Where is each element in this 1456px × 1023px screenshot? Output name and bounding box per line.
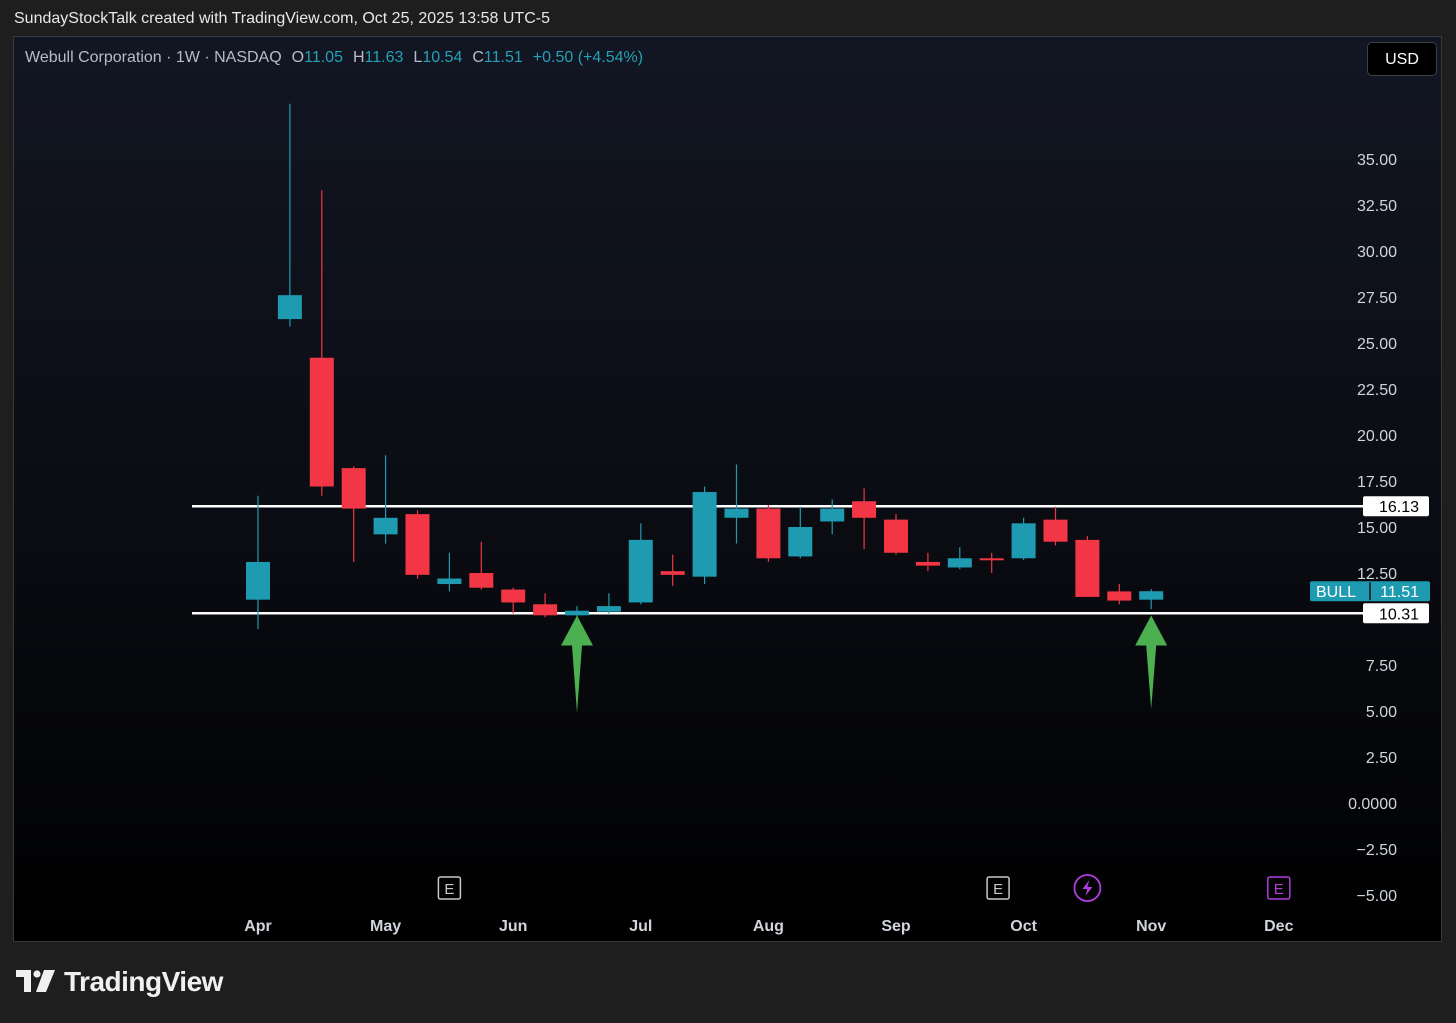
candle-body	[246, 561, 270, 600]
y-tick-label: −5.00	[1357, 888, 1398, 905]
open-label: O	[291, 49, 305, 66]
x-month-label: Sep	[881, 918, 911, 935]
dividend-icon	[1073, 874, 1102, 902]
y-tick-label: 0.0000	[1348, 796, 1397, 813]
x-month-label: Aug	[753, 918, 784, 935]
price-level-tag-label: 16.13	[1379, 499, 1419, 516]
candle-body	[947, 558, 972, 568]
candle-body	[628, 539, 653, 603]
x-month-label: Dec	[1264, 918, 1293, 935]
candle-body	[820, 508, 845, 522]
earnings-icon-glyph: E	[993, 881, 1003, 898]
candle-body	[341, 468, 366, 509]
candle-body	[788, 527, 813, 557]
candle-body	[660, 571, 685, 575]
candle-body	[533, 604, 558, 616]
symbol-legend: Webull Corporation · 1W · NASDAQ O11.05 H1…	[25, 49, 643, 67]
candle-body	[756, 508, 781, 559]
candle-body	[277, 295, 302, 320]
candle-body	[373, 517, 398, 535]
earnings-icon	[437, 876, 462, 900]
close-value: 11.51	[483, 49, 523, 66]
x-month-label: Jul	[629, 918, 652, 935]
tradingview-logo-icon	[16, 970, 55, 992]
candle-body	[405, 514, 430, 575]
candle-body	[724, 508, 749, 518]
candle-body	[979, 558, 1004, 561]
x-month-label: Apr	[244, 918, 272, 935]
y-tick-label: 12.50	[1357, 566, 1397, 583]
candle-body	[437, 578, 462, 585]
last-price-symbol: BULL	[1316, 584, 1356, 601]
open-value: 11.05	[304, 49, 343, 66]
candle-body	[1075, 539, 1100, 597]
y-tick-label: 7.50	[1366, 658, 1397, 675]
symbol-name: Webull Corporation · 1W · NASDAQ	[25, 49, 282, 66]
x-month-label: May	[370, 918, 401, 935]
low-label: L	[413, 49, 423, 66]
y-tick-label: 17.50	[1357, 474, 1397, 491]
candle-body	[915, 561, 940, 566]
candle-body	[596, 606, 621, 612]
x-month-label: Oct	[1010, 918, 1037, 935]
candle-body	[565, 610, 589, 616]
y-tick-label: 25.00	[1357, 336, 1397, 353]
candle-body	[884, 519, 908, 553]
y-tick-label: 5.00	[1366, 704, 1397, 721]
currency-button[interactable]: USD	[1367, 42, 1437, 76]
candle-body	[692, 492, 717, 577]
support-arrow-icon	[561, 615, 593, 713]
candle-body	[309, 357, 334, 487]
tradingview-brand[interactable]: TradingView	[16, 966, 223, 998]
candle-body	[501, 589, 526, 603]
high-label: H	[352, 49, 365, 66]
y-tick-label: 27.50	[1357, 290, 1397, 307]
candle-body	[1011, 523, 1036, 559]
y-tick-label: 30.00	[1357, 244, 1397, 261]
change-value: +0.50 (+4.54%)	[532, 49, 644, 66]
price-level-tag	[1363, 603, 1429, 624]
close-label: C	[472, 49, 484, 66]
y-tick-label: 32.50	[1357, 198, 1397, 215]
y-tick-label: 20.00	[1357, 428, 1397, 445]
y-tick-label: 22.50	[1357, 382, 1397, 399]
x-month-label: Jun	[499, 918, 527, 935]
y-tick-label: 2.50	[1366, 750, 1397, 767]
x-month-label: Nov	[1136, 918, 1166, 935]
y-tick-label: 15.00	[1357, 520, 1397, 537]
chart-panel[interactable]: 35.00 32.50 30.00 27.50 25.00 22.50 20.00 17.50…	[13, 36, 1442, 942]
earnings-icon-glyph: E	[1274, 881, 1284, 898]
candlestick-chart[interactable]: 35.00 32.50 30.00 27.50 25.00 22.50 20.00 17.50…	[14, 37, 1442, 942]
chart-caption: SundayStockTalk created with TradingView…	[14, 10, 550, 27]
candle-body	[852, 501, 877, 518]
last-price-value: 11.51	[1380, 584, 1419, 601]
dividend-bolt-icon	[1082, 880, 1093, 896]
candle-body	[1139, 591, 1164, 600]
candle-body	[1107, 591, 1132, 601]
price-level-tag-label: 10.31	[1379, 606, 1419, 623]
high-value: 11.63	[364, 49, 404, 66]
support-arrow-icon	[1135, 615, 1168, 710]
brand-name: TradingView	[64, 966, 223, 997]
y-tick-label: −2.50	[1357, 842, 1398, 859]
earnings-icon-glyph: E	[444, 881, 454, 898]
earnings-icon	[1267, 876, 1291, 900]
candle-body	[469, 573, 494, 588]
price-level-tag	[1363, 496, 1429, 517]
low-value: 10.54	[422, 49, 463, 66]
y-tick-label: 35.00	[1357, 152, 1397, 169]
candle-body	[1043, 519, 1068, 542]
earnings-icon	[986, 876, 1010, 900]
